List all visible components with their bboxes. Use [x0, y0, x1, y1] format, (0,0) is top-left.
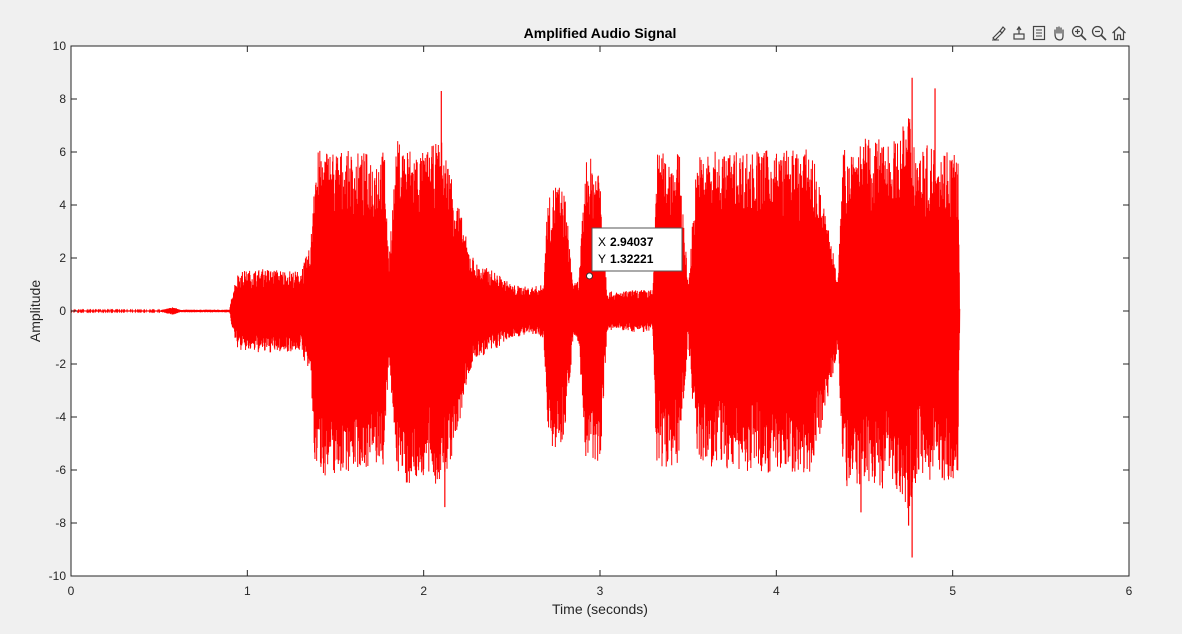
restore-view-button[interactable] — [1029, 24, 1048, 42]
zoom-in-button[interactable] — [1069, 24, 1088, 42]
datatip-x-value: 2.94037 — [610, 235, 654, 249]
x-tick-label: 3 — [597, 584, 604, 598]
x-tick-label: 4 — [773, 584, 780, 598]
y-tick-label: 8 — [59, 92, 66, 106]
y-tick-label: 6 — [59, 145, 66, 159]
x-tick-label: 5 — [949, 584, 956, 598]
brush-icon — [991, 26, 1006, 41]
zoom-out-button[interactable] — [1089, 24, 1108, 42]
datatip-y-key: Y — [598, 252, 606, 266]
signal-line — [70, 118, 961, 509]
pan-icon — [1053, 26, 1064, 41]
axes-toolbar — [989, 24, 1128, 42]
y-tick-label: 4 — [59, 198, 66, 212]
y-tick-label: -10 — [49, 569, 67, 583]
datatip-x-row: X 2.94037 — [598, 235, 654, 249]
x-tick-label: 0 — [68, 584, 75, 598]
datatip-box — [591, 227, 683, 272]
x-axis-label: Time (seconds) — [552, 601, 648, 617]
y-tick-label: -8 — [55, 516, 66, 530]
datatip-x-key: X — [598, 235, 606, 249]
x-tick-label: 2 — [420, 584, 427, 598]
x-tick-label: 6 — [1126, 584, 1133, 598]
datatip-button[interactable] — [1009, 24, 1028, 42]
zoom-out-icon — [1091, 25, 1107, 41]
plot-area — [70, 77, 961, 558]
y-axis-label: Amplitude — [27, 280, 43, 342]
home-button[interactable] — [1109, 24, 1128, 42]
y-tick-label: -2 — [55, 357, 66, 371]
zoom-in-icon — [1071, 25, 1087, 41]
restore-view-icon — [1032, 25, 1045, 41]
datatip[interactable]: X 2.94037 Y 1.32221 — [585, 227, 683, 280]
y-tick-label: 10 — [53, 39, 67, 53]
datatip-marker[interactable] — [585, 272, 593, 280]
pan-button[interactable] — [1049, 24, 1068, 42]
datatip-y-row: Y 1.32221 — [598, 252, 654, 266]
y-tick-label: -6 — [55, 463, 66, 477]
x-tick-label: 1 — [244, 584, 251, 598]
datatip-y-value: 1.32221 — [610, 252, 654, 266]
y-tick-label: -4 — [55, 410, 66, 424]
y-tick-label: 0 — [59, 304, 66, 318]
datatip-icon — [1012, 25, 1025, 40]
ticks: 0 1 2 3 4 5 6 -10 -8 -6 -4 -2 0 2 4 6 8 10 — [49, 39, 1133, 598]
y-tick-label: 2 — [59, 251, 66, 265]
chart-title: Amplified Audio Signal — [524, 25, 677, 41]
brush-button[interactable] — [989, 24, 1008, 42]
home-icon — [1111, 26, 1126, 41]
